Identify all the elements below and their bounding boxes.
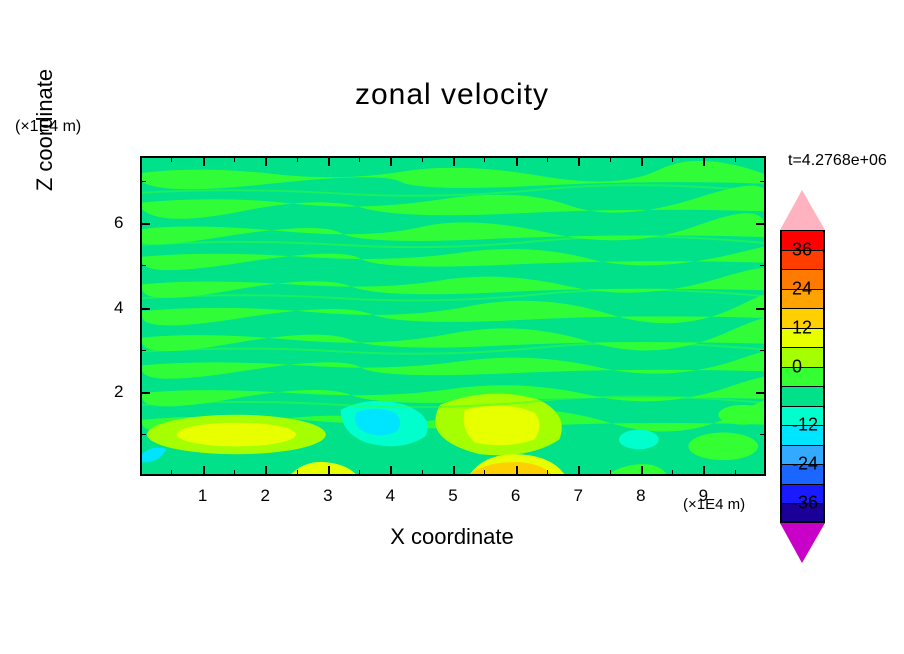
x-tick-mark-top-7 (578, 156, 580, 166)
y-axis-title: Z coordinate (32, 30, 58, 230)
x-tick-mark-top-9 (703, 156, 705, 166)
x-minor-tick-3.5 (359, 470, 360, 476)
x-minor-tick-top-6.5 (547, 156, 548, 162)
colorbar-label--36: -36 (792, 493, 818, 514)
x-minor-tick-top-0.5 (171, 156, 172, 162)
x-minor-tick-top-2.5 (297, 156, 298, 162)
x-tick-label-6: 6 (511, 486, 520, 506)
colorbar-label--24: -24 (792, 454, 818, 475)
y-minor-tick-right-5 (760, 265, 766, 266)
x-tick-label-8: 8 (636, 486, 645, 506)
x-tick-mark-4 (390, 466, 392, 476)
y-minor-tick-right-7 (760, 181, 766, 182)
colorbar-label-36: 36 (792, 239, 812, 260)
colorbar-band-6[interactable] (780, 347, 825, 367)
x-tick-mark-3 (328, 466, 330, 476)
y-tick-mark-right-4 (756, 308, 766, 310)
x-tick-mark-top-5 (453, 156, 455, 166)
x-minor-tick-1.5 (234, 470, 235, 476)
contour-svg (142, 158, 764, 474)
x-tick-label-9: 9 (699, 486, 708, 506)
x-minor-tick-top-8.5 (672, 156, 673, 162)
x-tick-mark-5 (453, 466, 455, 476)
x-tick-label-7: 7 (573, 486, 582, 506)
y-minor-tick-right-3 (760, 350, 766, 351)
x-tick-mark-top-8 (641, 156, 643, 166)
x-minor-tick-7.5 (610, 470, 611, 476)
colorbar-band-7[interactable] (780, 367, 825, 387)
time-annotation: t=4.2768e+06 (788, 152, 887, 170)
x-tick-mark-9 (703, 466, 705, 476)
chart-title: zonal velocity (0, 78, 904, 112)
x-tick-mark-6 (516, 466, 518, 476)
x-tick-label-3: 3 (323, 486, 332, 506)
x-minor-tick-top-5.5 (484, 156, 485, 162)
x-tick-mark-2 (265, 466, 267, 476)
colorbar-band-8[interactable] (780, 386, 825, 406)
zonal-velocity-plot-window: zonal velocity (×1E4 m) t=4.2768e+06 X c… (0, 0, 904, 654)
colorbar-bands-container (780, 230, 825, 523)
x-minor-tick-0.5 (171, 470, 172, 476)
colorbar-arrow-bottom[interactable] (780, 523, 825, 563)
x-tick-mark-1 (203, 466, 205, 476)
x-tick-label-1: 1 (198, 486, 207, 506)
contour-plot-area[interactable] (140, 156, 766, 476)
x-tick-label-4: 4 (386, 486, 395, 506)
x-tick-mark-top-3 (328, 156, 330, 166)
x-minor-tick-2.5 (297, 470, 298, 476)
colorbar-arrow-top[interactable] (780, 190, 825, 230)
x-minor-tick-6.5 (547, 470, 548, 476)
x-tick-mark-8 (641, 466, 643, 476)
y-tick-label-2: 2 (114, 382, 123, 402)
x-tick-mark-top-6 (516, 156, 518, 166)
x-minor-tick-8.5 (672, 470, 673, 476)
y-minor-tick-7 (140, 181, 146, 182)
colorbar-label-12: 12 (792, 317, 812, 338)
y-minor-tick-1 (140, 434, 146, 435)
y-tick-mark-6 (140, 223, 150, 225)
x-tick-label-5: 5 (448, 486, 457, 506)
y-tick-mark-right-2 (756, 392, 766, 394)
y-minor-tick-5 (140, 265, 146, 266)
x-minor-tick-top-4.5 (422, 156, 423, 162)
x-minor-tick-4.5 (422, 470, 423, 476)
x-axis-title: X coordinate (0, 524, 904, 550)
x-minor-tick-9.5 (735, 470, 736, 476)
y-tick-mark-2 (140, 392, 150, 394)
x-tick-mark-7 (578, 466, 580, 476)
x-tick-mark-top-2 (265, 156, 267, 166)
colorbar-label--12: -12 (792, 415, 818, 436)
y-tick-label-4: 4 (114, 298, 123, 318)
y-minor-tick-3 (140, 350, 146, 351)
x-minor-tick-top-7.5 (610, 156, 611, 162)
y-minor-tick-right-1 (760, 434, 766, 435)
x-minor-tick-top-3.5 (359, 156, 360, 162)
x-minor-tick-5.5 (484, 470, 485, 476)
x-minor-tick-top-9.5 (735, 156, 736, 162)
colorbar-label-0: 0 (792, 356, 802, 377)
x-minor-tick-top-1.5 (234, 156, 235, 162)
colorbar-label-24: 24 (792, 278, 812, 299)
y-tick-mark-right-6 (756, 223, 766, 225)
x-tick-mark-top-1 (203, 156, 205, 166)
y-tick-mark-4 (140, 308, 150, 310)
y-tick-label-6: 6 (114, 213, 123, 233)
x-axis-unit-label: (×1E4 m) (683, 496, 745, 513)
x-tick-label-2: 2 (260, 486, 269, 506)
x-tick-mark-top-4 (390, 156, 392, 166)
